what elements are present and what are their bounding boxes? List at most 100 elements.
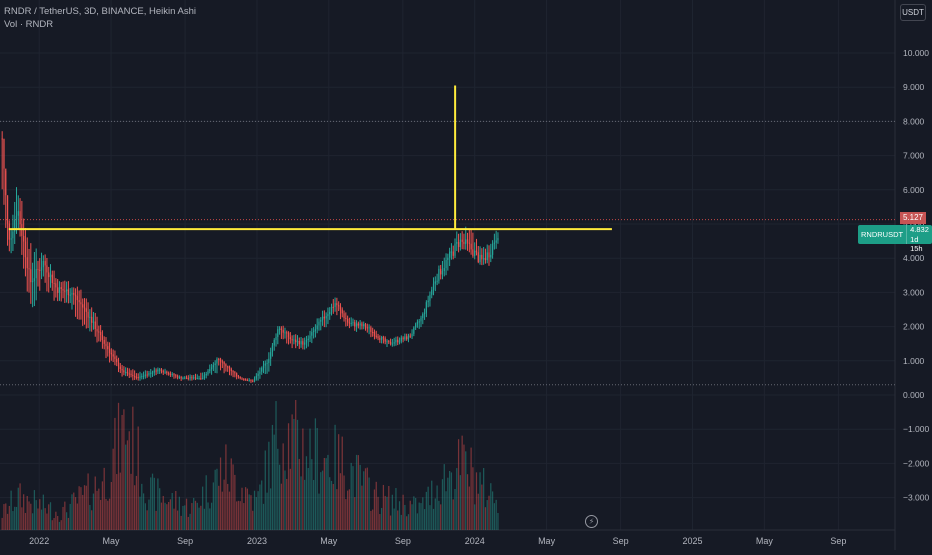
candle-body bbox=[141, 376, 143, 378]
candle-body bbox=[398, 341, 401, 343]
volume-bar bbox=[121, 414, 123, 530]
candle-body bbox=[454, 243, 456, 256]
candle-body bbox=[99, 332, 102, 335]
volume-bar bbox=[298, 458, 300, 530]
volume-bar bbox=[305, 456, 308, 530]
volume-bar bbox=[445, 491, 447, 530]
candle-body bbox=[484, 258, 487, 261]
volume-bar bbox=[31, 513, 34, 530]
candle-body bbox=[253, 378, 256, 382]
candle-body bbox=[57, 287, 59, 293]
candle-body bbox=[153, 370, 155, 373]
volume-bar bbox=[278, 464, 281, 530]
volume-bar bbox=[239, 501, 241, 530]
x-axis-tick-label: Sep bbox=[177, 536, 193, 546]
x-axis-tick-label: 2024 bbox=[465, 536, 485, 546]
candle-body bbox=[289, 337, 291, 340]
volume-bar bbox=[80, 487, 82, 530]
candle-body bbox=[286, 332, 288, 334]
volume-bar bbox=[218, 485, 220, 530]
volume-bar bbox=[73, 492, 75, 530]
candle-body bbox=[169, 373, 172, 375]
volume-bar bbox=[248, 494, 250, 530]
volume-bar bbox=[327, 454, 329, 530]
volume-bar bbox=[302, 428, 304, 530]
volume-bar bbox=[39, 499, 41, 530]
volume-bar bbox=[69, 503, 71, 530]
candle-body bbox=[17, 211, 19, 216]
candle-body bbox=[160, 369, 163, 372]
candle-body bbox=[28, 268, 30, 270]
candle-body bbox=[486, 252, 488, 261]
candle-body bbox=[427, 300, 429, 303]
volume-bar bbox=[395, 488, 397, 530]
candle-body bbox=[74, 294, 77, 297]
candle-body bbox=[372, 331, 374, 333]
volume-bar bbox=[346, 490, 349, 530]
volume-bar bbox=[164, 502, 166, 530]
candle-body bbox=[123, 370, 125, 373]
candle-body bbox=[146, 374, 148, 376]
candle-body bbox=[391, 343, 393, 345]
volume-bar bbox=[114, 417, 116, 530]
candle-body bbox=[273, 340, 275, 346]
volume-bar bbox=[203, 508, 206, 530]
volume-bar bbox=[142, 493, 145, 530]
volume-bar bbox=[261, 480, 263, 530]
volume-bar bbox=[402, 494, 404, 530]
candle-body bbox=[475, 250, 478, 253]
candle-body bbox=[275, 336, 277, 341]
candle-body bbox=[384, 338, 386, 342]
x-axis-tick-label: Sep bbox=[395, 536, 411, 546]
volume-bar bbox=[55, 511, 57, 530]
candle-body bbox=[144, 374, 146, 376]
volume-bar bbox=[495, 499, 497, 530]
candle-body bbox=[477, 252, 479, 263]
candle-body bbox=[284, 332, 286, 334]
candle-body bbox=[320, 320, 322, 322]
candle-body bbox=[270, 352, 272, 359]
candle-body bbox=[24, 241, 27, 258]
candle-body bbox=[465, 239, 467, 245]
candle-body bbox=[78, 300, 80, 303]
volume-bar bbox=[432, 508, 435, 530]
candle-body bbox=[277, 329, 279, 337]
candle-body bbox=[445, 260, 447, 269]
volume-bar bbox=[184, 505, 186, 530]
volume-bar bbox=[282, 443, 284, 530]
volume-bar bbox=[108, 498, 111, 530]
volume-bar bbox=[434, 498, 436, 530]
volume-bar bbox=[157, 478, 159, 530]
candle-body bbox=[126, 371, 129, 374]
volume-bar bbox=[107, 500, 109, 530]
candle-body bbox=[345, 318, 347, 320]
symbol-price-tag: RNDRUSDT 4.832 1d 15h bbox=[858, 225, 932, 253]
candle-body bbox=[207, 370, 209, 374]
candle-body bbox=[73, 293, 75, 295]
volume-bar bbox=[119, 472, 121, 530]
candle-body bbox=[210, 367, 213, 370]
volume-bar bbox=[14, 506, 16, 530]
candle-body bbox=[304, 342, 306, 345]
volume-bar bbox=[400, 514, 402, 530]
volume-bar bbox=[309, 428, 311, 530]
volume-bar bbox=[57, 516, 59, 530]
candle-body bbox=[441, 270, 444, 275]
lightning-bolt-icon[interactable]: ⚡ bbox=[585, 515, 598, 528]
candle-body bbox=[261, 368, 263, 372]
candle-body bbox=[159, 369, 161, 371]
volume-bar bbox=[488, 495, 490, 530]
candle-body bbox=[431, 289, 433, 295]
candle-body bbox=[87, 311, 89, 318]
x-axis-tick-label: May bbox=[320, 536, 338, 546]
candle-body bbox=[91, 316, 93, 323]
currency-button[interactable]: USDT bbox=[900, 4, 926, 21]
volume-bar bbox=[318, 493, 320, 530]
volume-bar bbox=[33, 490, 36, 530]
volume-bar bbox=[128, 431, 130, 530]
volume-bar bbox=[264, 450, 266, 530]
candle-body bbox=[368, 327, 370, 329]
candle-body bbox=[103, 340, 105, 344]
